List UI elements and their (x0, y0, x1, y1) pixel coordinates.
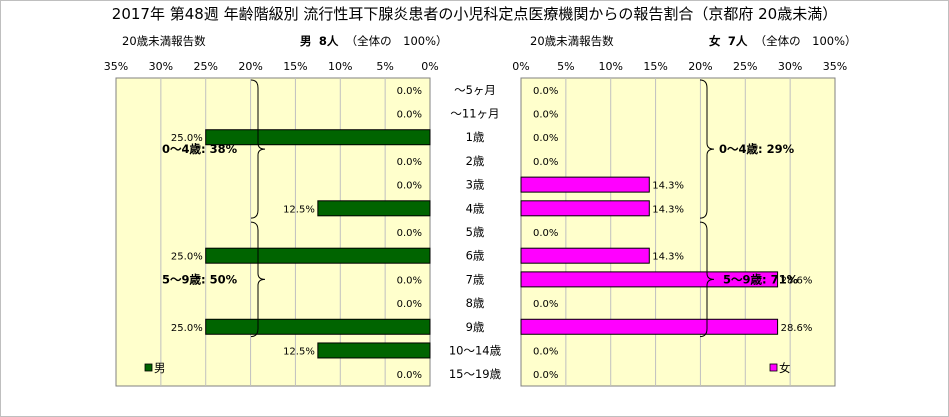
age-category-label: 9歳 (466, 320, 485, 334)
female-data-label: 14.3% (652, 181, 684, 192)
age-category-label: 3歳 (466, 178, 485, 192)
age-category-label: 7歳 (466, 272, 485, 286)
male-x-tick-label: 15% (283, 60, 307, 73)
male-data-label: 0.0% (397, 370, 422, 381)
male-data-label: 0.0% (397, 228, 422, 239)
male-x-tick-label: 25% (193, 60, 217, 73)
female-header-total: （全体の 100%） (754, 34, 857, 48)
female-x-tick-label: 20% (688, 60, 712, 73)
female-data-label: 0.0% (533, 86, 558, 97)
age-category-label: 1歳 (466, 130, 485, 144)
male-data-label: 0.0% (397, 157, 422, 168)
female-data-label: 28.6% (781, 323, 813, 334)
male-data-label: 0.0% (397, 181, 422, 192)
age-category-label: 8歳 (466, 296, 485, 310)
male-bar (205, 247, 431, 264)
male-x-tick-label: 20% (238, 60, 262, 73)
female-bar (520, 247, 650, 264)
female-x-tick-label: 5% (557, 60, 574, 73)
female-legend-swatch (769, 363, 778, 372)
male-header-sex: 男 (300, 34, 312, 48)
female-bracket-5-9 (699, 221, 715, 338)
male-data-label: 0.0% (397, 275, 422, 286)
male-data-label: 25.0% (171, 323, 203, 334)
age-category-label: 15～19歳 (449, 367, 502, 381)
age-category-label: ～11ヶ月 (450, 107, 499, 121)
female-bar (520, 271, 779, 288)
female-annotation-0-4: 0～4歳: 29% (719, 142, 795, 156)
male-data-label: 0.0% (397, 299, 422, 310)
female-bracket-0-4 (699, 79, 715, 219)
female-data-label: 14.3% (652, 252, 684, 263)
age-category-label: 10～14歳 (449, 343, 502, 357)
male-annotation-0-4: 0～4歳: 38% (162, 142, 238, 156)
male-bracket-0-4 (250, 79, 266, 219)
female-x-tick-label: 25% (733, 60, 757, 73)
age-category-label: 6歳 (466, 249, 485, 263)
male-header-count: 8人 (318, 34, 339, 48)
male-data-label: 25.0% (171, 252, 203, 263)
female-data-label: 0.0% (533, 157, 558, 168)
female-bar (520, 318, 779, 335)
female-data-label: 14.3% (652, 204, 684, 215)
male-bar (205, 129, 431, 146)
female-header-sex: 女 (709, 34, 721, 48)
female-x-tick-label: 30% (778, 60, 802, 73)
male-header-total: （全体の 100%） (345, 34, 448, 48)
male-data-label: 0.0% (397, 110, 422, 121)
male-bar (317, 200, 431, 217)
female-x-tick-label: 0% (512, 60, 529, 73)
male-plot-area (115, 77, 431, 387)
male-data-label: 12.5% (283, 346, 315, 357)
female-header-left: 20歳未満報告数 (530, 34, 614, 48)
female-x-tick-label: 15% (643, 60, 667, 73)
age-category-label: 2歳 (466, 154, 485, 168)
male-data-label: 0.0% (397, 86, 422, 97)
male-x-tick-label: 30% (149, 60, 173, 73)
male-x-tick-label: 0% (421, 60, 438, 73)
female-data-label: 0.0% (533, 346, 558, 357)
male-bar (205, 318, 431, 335)
male-x-tick-label: 10% (328, 60, 352, 73)
female-x-tick-label: 35% (823, 60, 847, 73)
male-data-label: 25.0% (171, 133, 203, 144)
female-x-tick-label: 10% (598, 60, 622, 73)
female-header-count: 7人 (727, 34, 748, 48)
male-legend-swatch (144, 363, 153, 372)
female-data-label: 28.6% (781, 275, 813, 286)
male-annotation-5-9: 5～9歳: 50% (162, 272, 238, 286)
male-header-left: 20歳未満報告数 (122, 34, 206, 48)
female-data-label: 0.0% (533, 299, 558, 310)
male-bar (317, 342, 431, 359)
female-plot-area (520, 77, 836, 387)
male-x-tick-label: 5% (376, 60, 393, 73)
female-data-label: 0.0% (533, 110, 558, 121)
age-category-label: 4歳 (466, 201, 485, 215)
female-legend-label: 女 (779, 361, 791, 375)
chart-title: 2017年 第48週 年齢階級別 流行性耳下腺炎患者の小児科定点医療機関からの報… (111, 5, 838, 23)
age-category-label: ～5ヶ月 (454, 83, 496, 97)
female-annotation-5-9: 5～9歳: 71% (723, 272, 799, 286)
male-legend-label: 男 (154, 361, 166, 375)
female-bar (520, 200, 650, 217)
male-bracket-5-9 (250, 221, 266, 338)
male-x-tick-label: 35% (104, 60, 128, 73)
male-header: 男 8人 （全体の 100%） (300, 33, 448, 49)
female-header: 女 7人 （全体の 100%） (709, 33, 857, 49)
female-bar (520, 176, 650, 193)
age-category-label: 5歳 (466, 225, 485, 239)
female-data-label: 0.0% (533, 133, 558, 144)
female-data-label: 0.0% (533, 228, 558, 239)
male-data-label: 12.5% (283, 204, 315, 215)
female-data-label: 0.0% (533, 370, 558, 381)
